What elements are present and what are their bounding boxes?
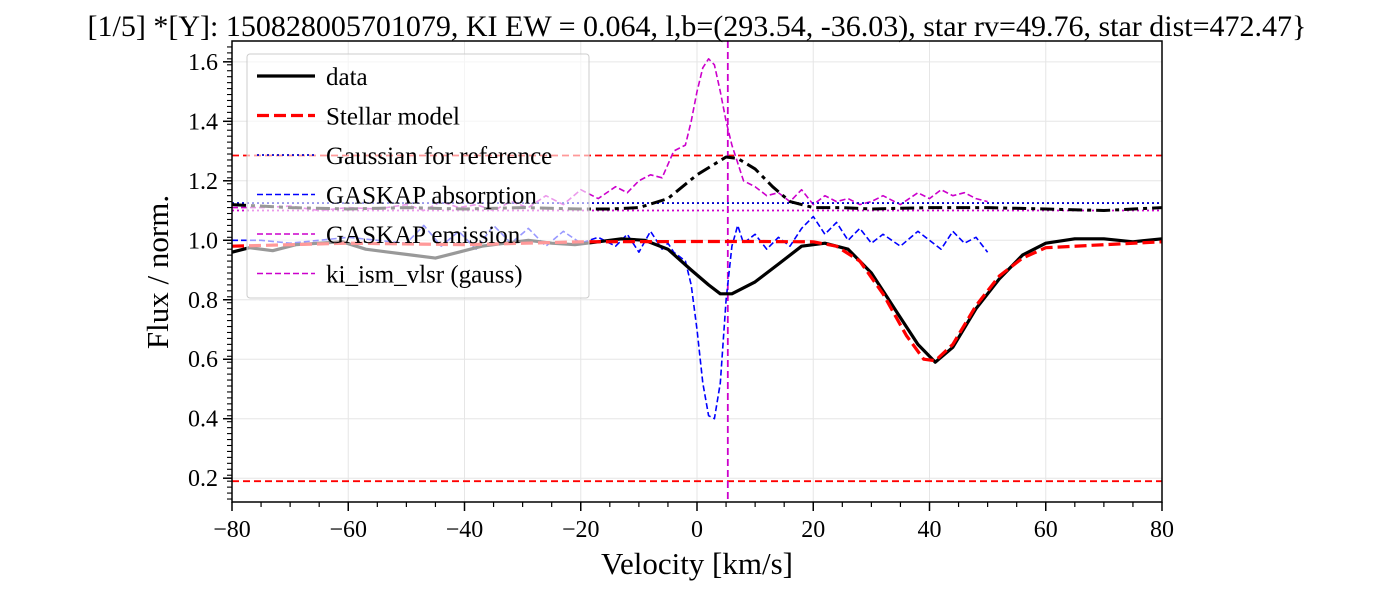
legend-label-2: Gaussian for reference bbox=[326, 143, 552, 170]
y-axis-label: Flux / norm. bbox=[140, 195, 175, 349]
y-tick-label-7: 1.6 bbox=[188, 50, 218, 76]
x-tick-label-2: −40 bbox=[446, 517, 484, 543]
legend-label-5: ki_ism_vlsr (gauss) bbox=[326, 262, 523, 289]
x-axis-label: Velocity [km/s] bbox=[601, 546, 793, 581]
x-tick-label-6: 40 bbox=[918, 517, 942, 543]
series-gaussian-dash-dot bbox=[232, 155, 1162, 212]
y-tick-label-1: 0.4 bbox=[188, 407, 218, 433]
x-tick-label-4: 0 bbox=[691, 517, 703, 543]
legend-label-4: GASKAP emission bbox=[326, 222, 521, 249]
legend: data Stellar model Gaussian for reference G… bbox=[246, 53, 590, 299]
legend-label-3: GASKAP absorption bbox=[326, 183, 537, 210]
axis-ticks: −80 −60 −40 −20 0 20 40 60 80 0.2 0.4 0.6 0.8 1.0 1.2 1… bbox=[188, 46, 1174, 543]
y-tick-label-2: 0.6 bbox=[188, 347, 218, 373]
chart-title: [1/5] *[Y]: 150828005701079, KI EW = 0.0… bbox=[88, 10, 1307, 43]
y-tick-label-5: 1.2 bbox=[188, 169, 218, 195]
legend-box bbox=[246, 53, 590, 299]
x-tick-label-8: 80 bbox=[1150, 517, 1174, 543]
x-tick-label-1: −60 bbox=[329, 517, 367, 543]
y-tick-label-4: 1.0 bbox=[188, 228, 218, 254]
y-tick-label-3: 0.8 bbox=[188, 288, 218, 314]
y-tick-label-6: 1.4 bbox=[188, 109, 218, 135]
x-tick-label-3: −20 bbox=[562, 517, 600, 543]
x-tick-label-7: 60 bbox=[1034, 517, 1058, 543]
legend-label-0: data bbox=[326, 64, 368, 91]
series-stellar-model bbox=[232, 239, 1162, 363]
legend-label-1: Stellar model bbox=[326, 104, 460, 131]
x-tick-label-5: 20 bbox=[801, 517, 825, 543]
series-layer bbox=[232, 58, 1162, 420]
x-tick-label-0: −80 bbox=[213, 517, 251, 543]
y-tick-label-0: 0.2 bbox=[188, 466, 218, 492]
series-gaskap-emission bbox=[232, 58, 988, 212]
